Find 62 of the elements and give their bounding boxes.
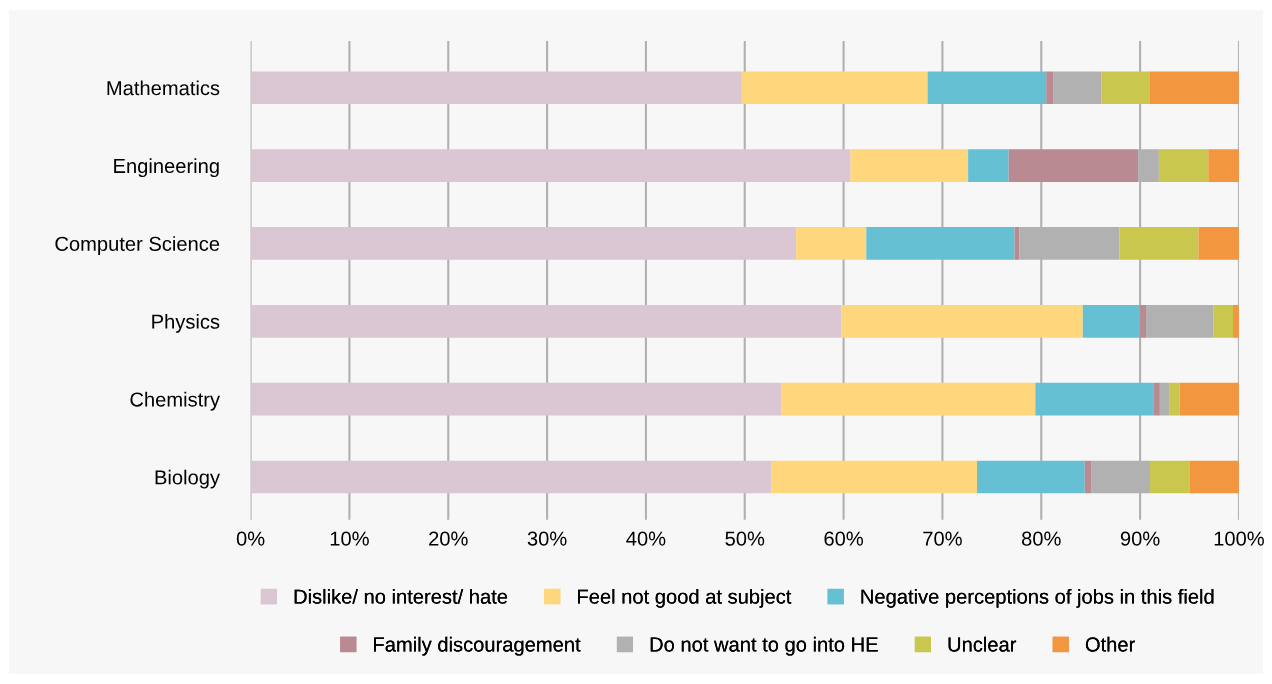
x-tick-label: 10%: [330, 531, 369, 546]
legend-label: Do not want to go into HE: [650, 636, 878, 656]
bar: [796, 227, 867, 260]
bar: [250, 382, 782, 416]
x-tick-label: 100%: [1214, 531, 1264, 546]
y-tick-label: Computer Science: [55, 236, 220, 255]
y-tick-label: Chemistry: [130, 391, 220, 411]
bar: [866, 227, 1015, 260]
bar: [781, 382, 1036, 416]
bar: [850, 149, 969, 182]
bar: [1101, 71, 1150, 105]
x-tick-label: 0%: [236, 531, 265, 546]
bar: [1053, 71, 1102, 105]
x-tick-label: 70%: [923, 531, 962, 546]
bar: [1208, 149, 1239, 182]
legend-label: Family discouragement: [374, 636, 581, 656]
bar: [250, 149, 851, 182]
bar: [1149, 460, 1190, 494]
bar: [1179, 382, 1239, 416]
x-tick-label: 60%: [824, 531, 864, 546]
x-tick-label: 80%: [1021, 531, 1061, 546]
bar: [1159, 382, 1170, 416]
bar: [250, 71, 742, 105]
bar: [250, 227, 797, 260]
legend-label: Feel not good at subject: [578, 588, 792, 608]
bar: [1014, 227, 1020, 260]
bar: [977, 460, 1085, 494]
x-tick-label: 50%: [725, 531, 765, 546]
bar: [1153, 382, 1160, 416]
bar: [927, 71, 1047, 105]
bar: [1082, 304, 1141, 338]
x-tick-label: 20%: [429, 531, 468, 546]
bar: [771, 460, 978, 494]
bar: [1140, 304, 1147, 338]
x-tick-label: 90%: [1120, 531, 1160, 546]
x-tick-label: 40%: [626, 531, 666, 546]
legend-label: Dislike/ no interest/ hate: [294, 588, 508, 604]
bar: [1198, 227, 1239, 260]
legend-label: Other: [1085, 636, 1135, 652]
bar: [1084, 460, 1092, 494]
x-tick-label: 30%: [527, 531, 567, 546]
y-tick-label: Biology: [155, 469, 220, 489]
bar: [250, 304, 842, 338]
bar: [250, 460, 772, 494]
bar: [841, 304, 1083, 338]
bar: [1035, 382, 1154, 416]
legend-label: Unclear: [948, 636, 1017, 652]
bar: [1169, 382, 1180, 416]
bar: [1149, 71, 1239, 105]
bar: [1146, 304, 1214, 338]
bar: [1008, 149, 1139, 182]
bar: [741, 71, 928, 105]
bar: [1213, 304, 1233, 338]
bar: [1158, 149, 1209, 182]
bar: [1189, 460, 1239, 494]
bar: [1046, 71, 1054, 105]
y-tick-label: Physics: [152, 314, 220, 333]
y-tick-label: Mathematics: [107, 80, 220, 96]
legend-label: Negative perceptions of jobs in this field: [861, 588, 1214, 608]
bar: [1119, 227, 1199, 260]
bar: [968, 149, 1009, 182]
y-tick-label: Engineering: [114, 158, 219, 178]
